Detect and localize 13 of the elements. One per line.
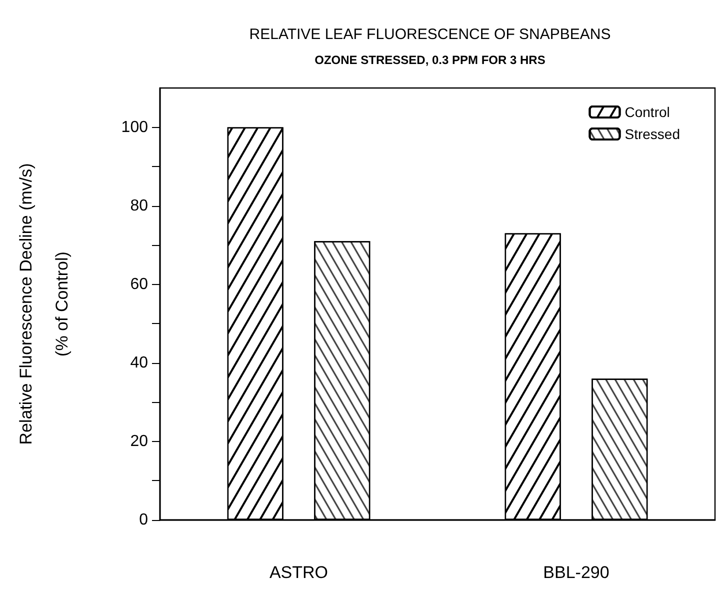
x-tick-label: ASTRO: [269, 563, 328, 582]
y-axis-title: Relative Fluorescence Decline (mv/s) (% of Control): [16, 163, 72, 445]
x-tick-label: BBL-290: [543, 563, 610, 582]
chart-subtitle: OZONE STRESSED, 0.3 PPM FOR 3 HRS: [314, 53, 546, 67]
y-tick-label: 40: [130, 354, 148, 372]
legend-label: Control: [624, 104, 670, 120]
chart-title: RELATIVE LEAF FLUORESCENCE OF SNAPBEANS: [249, 26, 611, 43]
y-tick-label: 80: [130, 197, 148, 214]
y-tick-label: 60: [130, 276, 148, 293]
y-tick-label: 0: [139, 512, 148, 528]
y-tick-label: 20: [130, 432, 148, 450]
y-tick-label: 100: [121, 118, 148, 136]
legend-label: Stressed: [624, 126, 680, 142]
